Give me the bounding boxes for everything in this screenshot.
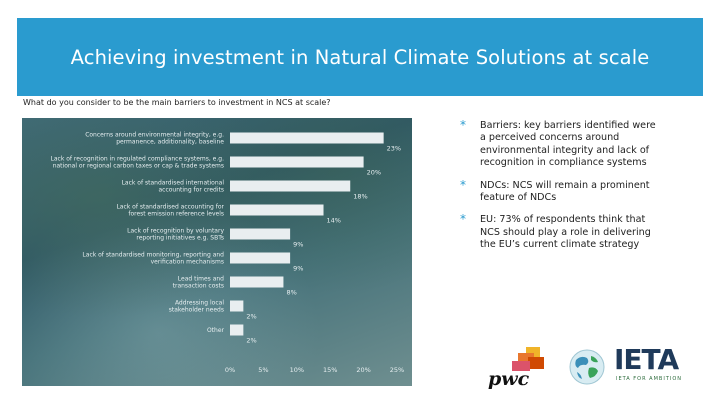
pwc-wordmark: pwc — [488, 368, 530, 390]
slide-title: Achieving investment in Natural Climate … — [70, 45, 650, 69]
x-tick-label: 5% — [258, 366, 268, 374]
survey-question: What do you consider to be the main barr… — [23, 98, 331, 107]
value-label: 9% — [293, 265, 303, 273]
bullet-text: NDCs: NCS will remain a prominent featur… — [480, 179, 650, 204]
category-label: Addressing local stakeholder needs — [169, 300, 225, 314]
value-label: 2% — [246, 313, 256, 321]
category-label: Lack of standardised international accoun… — [122, 180, 225, 194]
bullet-item-eu: * EU: 73% of respondents think that NCS … — [460, 212, 660, 251]
value-label: 2% — [246, 337, 256, 345]
category-label: Lead times and transaction costs — [173, 276, 225, 290]
value-label: 18% — [353, 193, 367, 201]
category-label: Concerns around environmental integrity,… — [85, 132, 224, 146]
category-label: Other — [207, 327, 225, 334]
pwc-mark-icon — [512, 347, 544, 371]
x-tick-label: 25% — [390, 366, 404, 374]
ieta-tagline: IETA FOR AMBITION — [616, 376, 683, 382]
value-label: 20% — [367, 169, 381, 177]
ieta-wordmark: IETA — [614, 343, 679, 376]
bar — [230, 300, 244, 312]
title-bar: Achieving investment in Natural Climate … — [17, 18, 703, 96]
bar — [230, 324, 244, 336]
ieta-logo: IETA IETA FOR AMBITION — [568, 343, 688, 388]
bullet-marker: * — [460, 177, 466, 192]
bar — [230, 204, 324, 216]
bar-chart-panel: Concerns around environmental integrity,… — [22, 118, 412, 386]
bar — [230, 276, 284, 288]
x-tick-label: 15% — [323, 366, 337, 374]
bar — [230, 252, 291, 264]
bullet-text: EU: 73% of respondents think that NCS sh… — [480, 214, 651, 251]
category-label: Lack of recognition by voluntary reportin… — [127, 228, 224, 242]
bar — [230, 156, 364, 168]
category-label: Lack of standardised accounting for fores… — [116, 204, 224, 218]
bullet-item-barriers: * Barriers: key barriers identified were… — [460, 118, 660, 170]
value-label: 8% — [286, 289, 296, 297]
x-tick-label: 10% — [290, 366, 304, 374]
bar-chart: Concerns around environmental integrity,… — [51, 132, 405, 375]
bullet-item-ndcs: * NDCs: NCS will remain a prominent feat… — [460, 177, 660, 205]
pwc-logo: pwc — [488, 345, 548, 390]
value-label: 9% — [293, 241, 303, 249]
value-label: 14% — [327, 217, 341, 225]
bar — [230, 132, 384, 144]
bullet-list: * Barriers: key barriers identified were… — [460, 118, 660, 262]
category-label: Lack of recognition in regulated complia… — [51, 156, 225, 170]
bullet-marker: * — [460, 212, 466, 227]
globe-icon — [569, 349, 605, 385]
bar — [230, 180, 351, 192]
category-label: Lack of standardised monitoring, reporti… — [82, 252, 224, 266]
x-tick-label: 0% — [225, 366, 235, 374]
value-label: 23% — [387, 145, 401, 153]
bullet-marker: * — [460, 118, 466, 132]
x-tick-label: 20% — [356, 366, 370, 374]
bullet-text: Barriers: key barriers identified were a… — [480, 120, 656, 169]
bar — [230, 228, 291, 240]
